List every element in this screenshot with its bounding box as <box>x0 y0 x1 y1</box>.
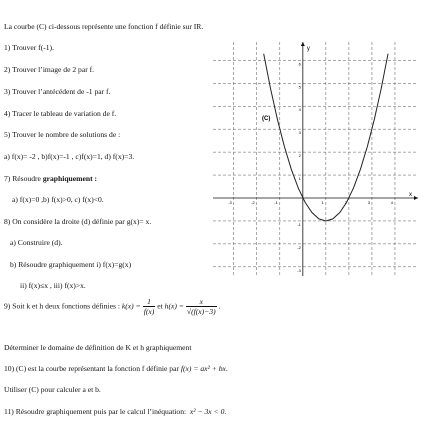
question: 8) On considère la droite (d) définie pa… <box>4 217 152 226</box>
text: 10) (C) est la courbe représentant la fo… <box>4 364 180 373</box>
question: 7) Résoudre graphiquement : <box>4 174 97 183</box>
text: . <box>218 301 221 311</box>
y-tick-label: 2 <box>299 153 302 158</box>
y-tick-label: 6 <box>299 61 302 66</box>
y-axis-label: y <box>307 46 310 52</box>
question: 10) (C) est la courbe représentant la fo… <box>4 364 228 373</box>
y-tick-label: 1 <box>299 176 302 181</box>
fraction: x √(f(x)−3) <box>185 297 217 316</box>
question: 5) Trouver le nombre de solutions de : <box>4 130 121 139</box>
question: Déterminer le domaine de définition de K… <box>4 343 192 352</box>
question: 2) Trouver l’image de 2 par f. <box>4 65 95 74</box>
question: 1) Trouver f(-1). <box>4 43 54 52</box>
y-tick-label: -2 <box>297 245 301 250</box>
y-tick-label: -3 <box>297 268 301 273</box>
question: ii) f(x)≤x , iii) f(x)>x. <box>20 281 86 290</box>
math: k(x) = <box>121 301 141 311</box>
denominator: f(x) <box>142 306 156 316</box>
x-tick-label: -3 <box>228 200 232 205</box>
question: 3) Trouver l’antécédent de -1 par f. <box>4 87 111 96</box>
text: et <box>157 301 163 311</box>
question: b) Résoudre graphiquement i) f(x)=g(x) <box>10 260 132 269</box>
y-tick-label: 5 <box>299 84 302 89</box>
denominator: √(f(x)−3) <box>185 306 217 316</box>
question: a) f(x)=0 ,b) f(x)>0, c) f(x)<0. <box>12 195 104 204</box>
text: . <box>225 364 228 373</box>
x-tick-label: 1 <box>322 200 325 205</box>
fraction: 1 f(x) <box>142 297 156 316</box>
curve-label: (C) <box>262 116 270 122</box>
math: x² − 3x < 0 <box>189 407 225 416</box>
y-arrow <box>300 42 305 46</box>
y-tick-label: -1 <box>297 222 301 227</box>
question: 4) Tracer le tableau de variation de f. <box>4 109 117 118</box>
x-arrow <box>414 196 418 200</box>
question: 11) Résoudre graphiquement puis par le c… <box>4 407 226 416</box>
text: . <box>224 407 227 416</box>
curve <box>263 53 389 222</box>
text: 9) Soit k et h deux fonctions définies : <box>4 301 120 311</box>
math: f(x) = ax² + bx <box>180 364 226 373</box>
text: 7) Résoudre <box>4 174 41 183</box>
x-tick-label: -2 <box>251 200 255 205</box>
question: 9) Soit k et h deux fonctions définies :… <box>4 297 221 316</box>
numerator: 1 <box>147 297 151 306</box>
text: 11) Résoudre graphiquement puis par le c… <box>4 407 187 416</box>
intro: La courbe (C) ci-dessous représente une … <box>4 22 204 31</box>
question: a) f(x)= -2 , b)f(x)=-1 , c)f(x)=1, d) f… <box>4 152 135 161</box>
x-tick-label: 3 <box>368 200 371 205</box>
y-tick-label: 4 <box>299 107 302 112</box>
y-tick-label: 3 <box>299 130 302 135</box>
bold-text: graphiquement : <box>42 174 98 183</box>
question: a) Construire (d). <box>10 238 63 247</box>
x-tick-label: 4 <box>391 200 394 205</box>
x-axis-label: x <box>409 192 412 198</box>
math: h(x) = <box>164 301 184 311</box>
numerator: x <box>199 297 203 306</box>
question: Utiliser (C) pour calculer a et b. <box>4 385 101 394</box>
x-tick-label: -1 <box>274 200 278 205</box>
